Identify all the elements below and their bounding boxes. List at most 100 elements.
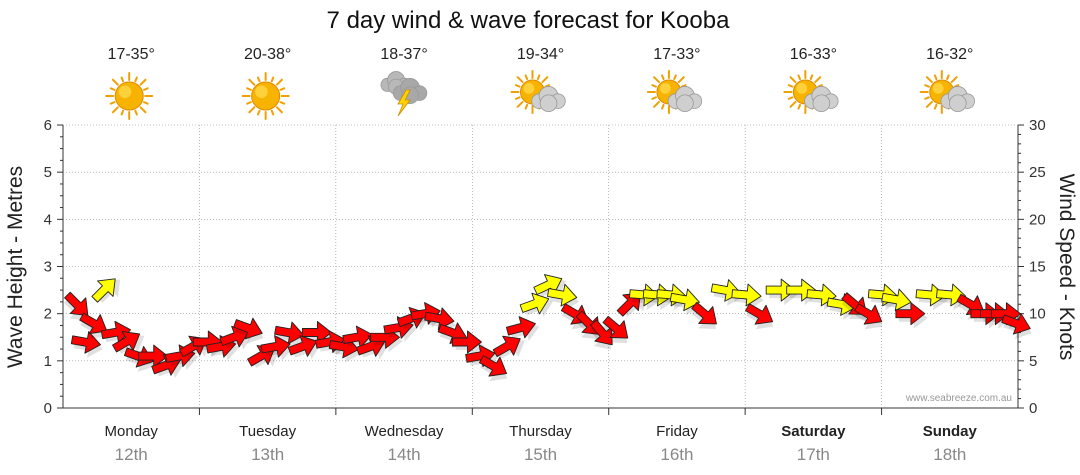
wind-arrow-body (64, 291, 89, 316)
right-tick-label: 15 (1029, 259, 1046, 276)
sunny-icon (105, 72, 154, 120)
wind-arrow-body (547, 283, 578, 307)
sun-ray (139, 78, 147, 86)
sun-ray (275, 78, 283, 86)
sun-ray (653, 100, 661, 108)
sun-ray (925, 76, 933, 84)
sun-ray (256, 109, 261, 116)
sun-ray (524, 74, 529, 81)
sun-highlight (796, 83, 808, 94)
right-tick-label: 20 (1029, 211, 1046, 228)
wind-arrow-body (287, 335, 318, 357)
day-date-label: 18th (933, 445, 966, 464)
partly-cloudy-icon (646, 70, 703, 114)
wind-arrow-body (274, 321, 305, 345)
sun-ray (933, 74, 938, 81)
sun-ray (787, 96, 794, 100)
wind-arrow (731, 283, 764, 311)
day-name-label: Saturday (781, 423, 846, 440)
sun-ray (925, 100, 933, 108)
day-name-label: Sunday (923, 423, 978, 440)
sun-highlight (523, 83, 535, 94)
sun-ray (789, 76, 797, 84)
wind-arrow (79, 312, 108, 339)
right-axis-label: Wind Speed - Knots (1055, 174, 1078, 361)
sun-ray (256, 76, 261, 83)
wind-arrow-body (602, 315, 629, 339)
wind-arrow-body (70, 331, 102, 354)
wind-arrow (219, 325, 253, 350)
wind-arrow (70, 331, 103, 358)
sun-ray (946, 74, 950, 81)
wind-arrow-body (138, 344, 169, 368)
sun-ray (514, 84, 521, 88)
temperature-range: 17-35° (108, 46, 155, 63)
left-tick-label: 6 (44, 117, 52, 134)
day-name-label: Wednesday (365, 423, 444, 440)
wind-arrow-body (731, 283, 762, 307)
wind-arrow (895, 302, 928, 329)
wind-arrow (602, 315, 629, 344)
sun-ray (673, 74, 677, 81)
temperature-range: 19-34° (517, 46, 564, 63)
sun-ray (514, 96, 521, 100)
sun-ray (809, 74, 814, 81)
sun-ray (950, 76, 958, 84)
day-name-label: Monday (105, 423, 159, 440)
wind-arrow (547, 283, 580, 311)
sun-ray (797, 74, 801, 81)
left-tick-label: 2 (44, 306, 52, 323)
wind-arrow-body (492, 335, 521, 358)
wind-arrows (63, 274, 1032, 382)
sun-ray (248, 78, 256, 86)
sun-ray (120, 76, 125, 83)
right-axis-ticks: 0 5 10 15 20 25 30 (1018, 117, 1046, 417)
day-date-label: 15th (524, 445, 557, 464)
partly-cloudy-icon (919, 70, 975, 114)
right-tick-label: 25 (1029, 164, 1046, 181)
sun-ray (279, 101, 286, 105)
wind-arrow (287, 335, 322, 360)
daily-weather-row: 17-35° 20-38° 18-37° 19-34° 17-33° 16-33° 16-3… (105, 46, 975, 120)
left-tick-label: 4 (44, 211, 52, 228)
day-date-label: 12th (115, 445, 148, 464)
wind-arrow-body (590, 319, 613, 346)
sun-ray (661, 74, 665, 81)
wind-arrow-body (452, 330, 482, 354)
sun-ray (109, 87, 116, 91)
wind-arrow-body (478, 355, 508, 377)
sun-ray (275, 106, 283, 114)
wind-arrow-body (745, 303, 774, 325)
cloud-part (812, 94, 831, 113)
left-tick-label: 0 (44, 400, 52, 417)
sun-ray (541, 76, 549, 84)
wind-arrow (452, 330, 485, 357)
wind-arrow-body (424, 307, 455, 331)
wind-arrow (492, 335, 525, 359)
left-axis-ticks: 0 1 2 3 4 5 6 (44, 117, 63, 417)
day-name-label: Thursday (509, 423, 572, 440)
wind-arrow (233, 317, 264, 344)
sun-ray (270, 109, 275, 116)
day-name-label: Friday (656, 423, 698, 440)
wind-arrow-body (301, 321, 332, 344)
sun-ray (142, 87, 149, 91)
sun-ray (120, 109, 125, 116)
wind-arrow-body (765, 278, 796, 302)
wind-arrow-body (79, 312, 108, 335)
temperature-range: 17-33° (653, 46, 700, 63)
day-date-label: 14th (388, 445, 421, 464)
sun-ray (279, 87, 286, 91)
wind-arrow-body (260, 335, 291, 358)
sun-ray (139, 106, 147, 114)
sun-ray (246, 101, 252, 105)
day-name-label: Tuesday (239, 423, 296, 440)
wind-arrow (478, 355, 508, 382)
wind-arrow-body (895, 302, 926, 326)
wind-arrow-body (91, 278, 116, 303)
wind-arrow (260, 335, 294, 361)
day-date-label: 17th (797, 445, 830, 464)
partly-cloudy-icon (510, 70, 566, 114)
left-tick-label: 5 (44, 164, 52, 181)
